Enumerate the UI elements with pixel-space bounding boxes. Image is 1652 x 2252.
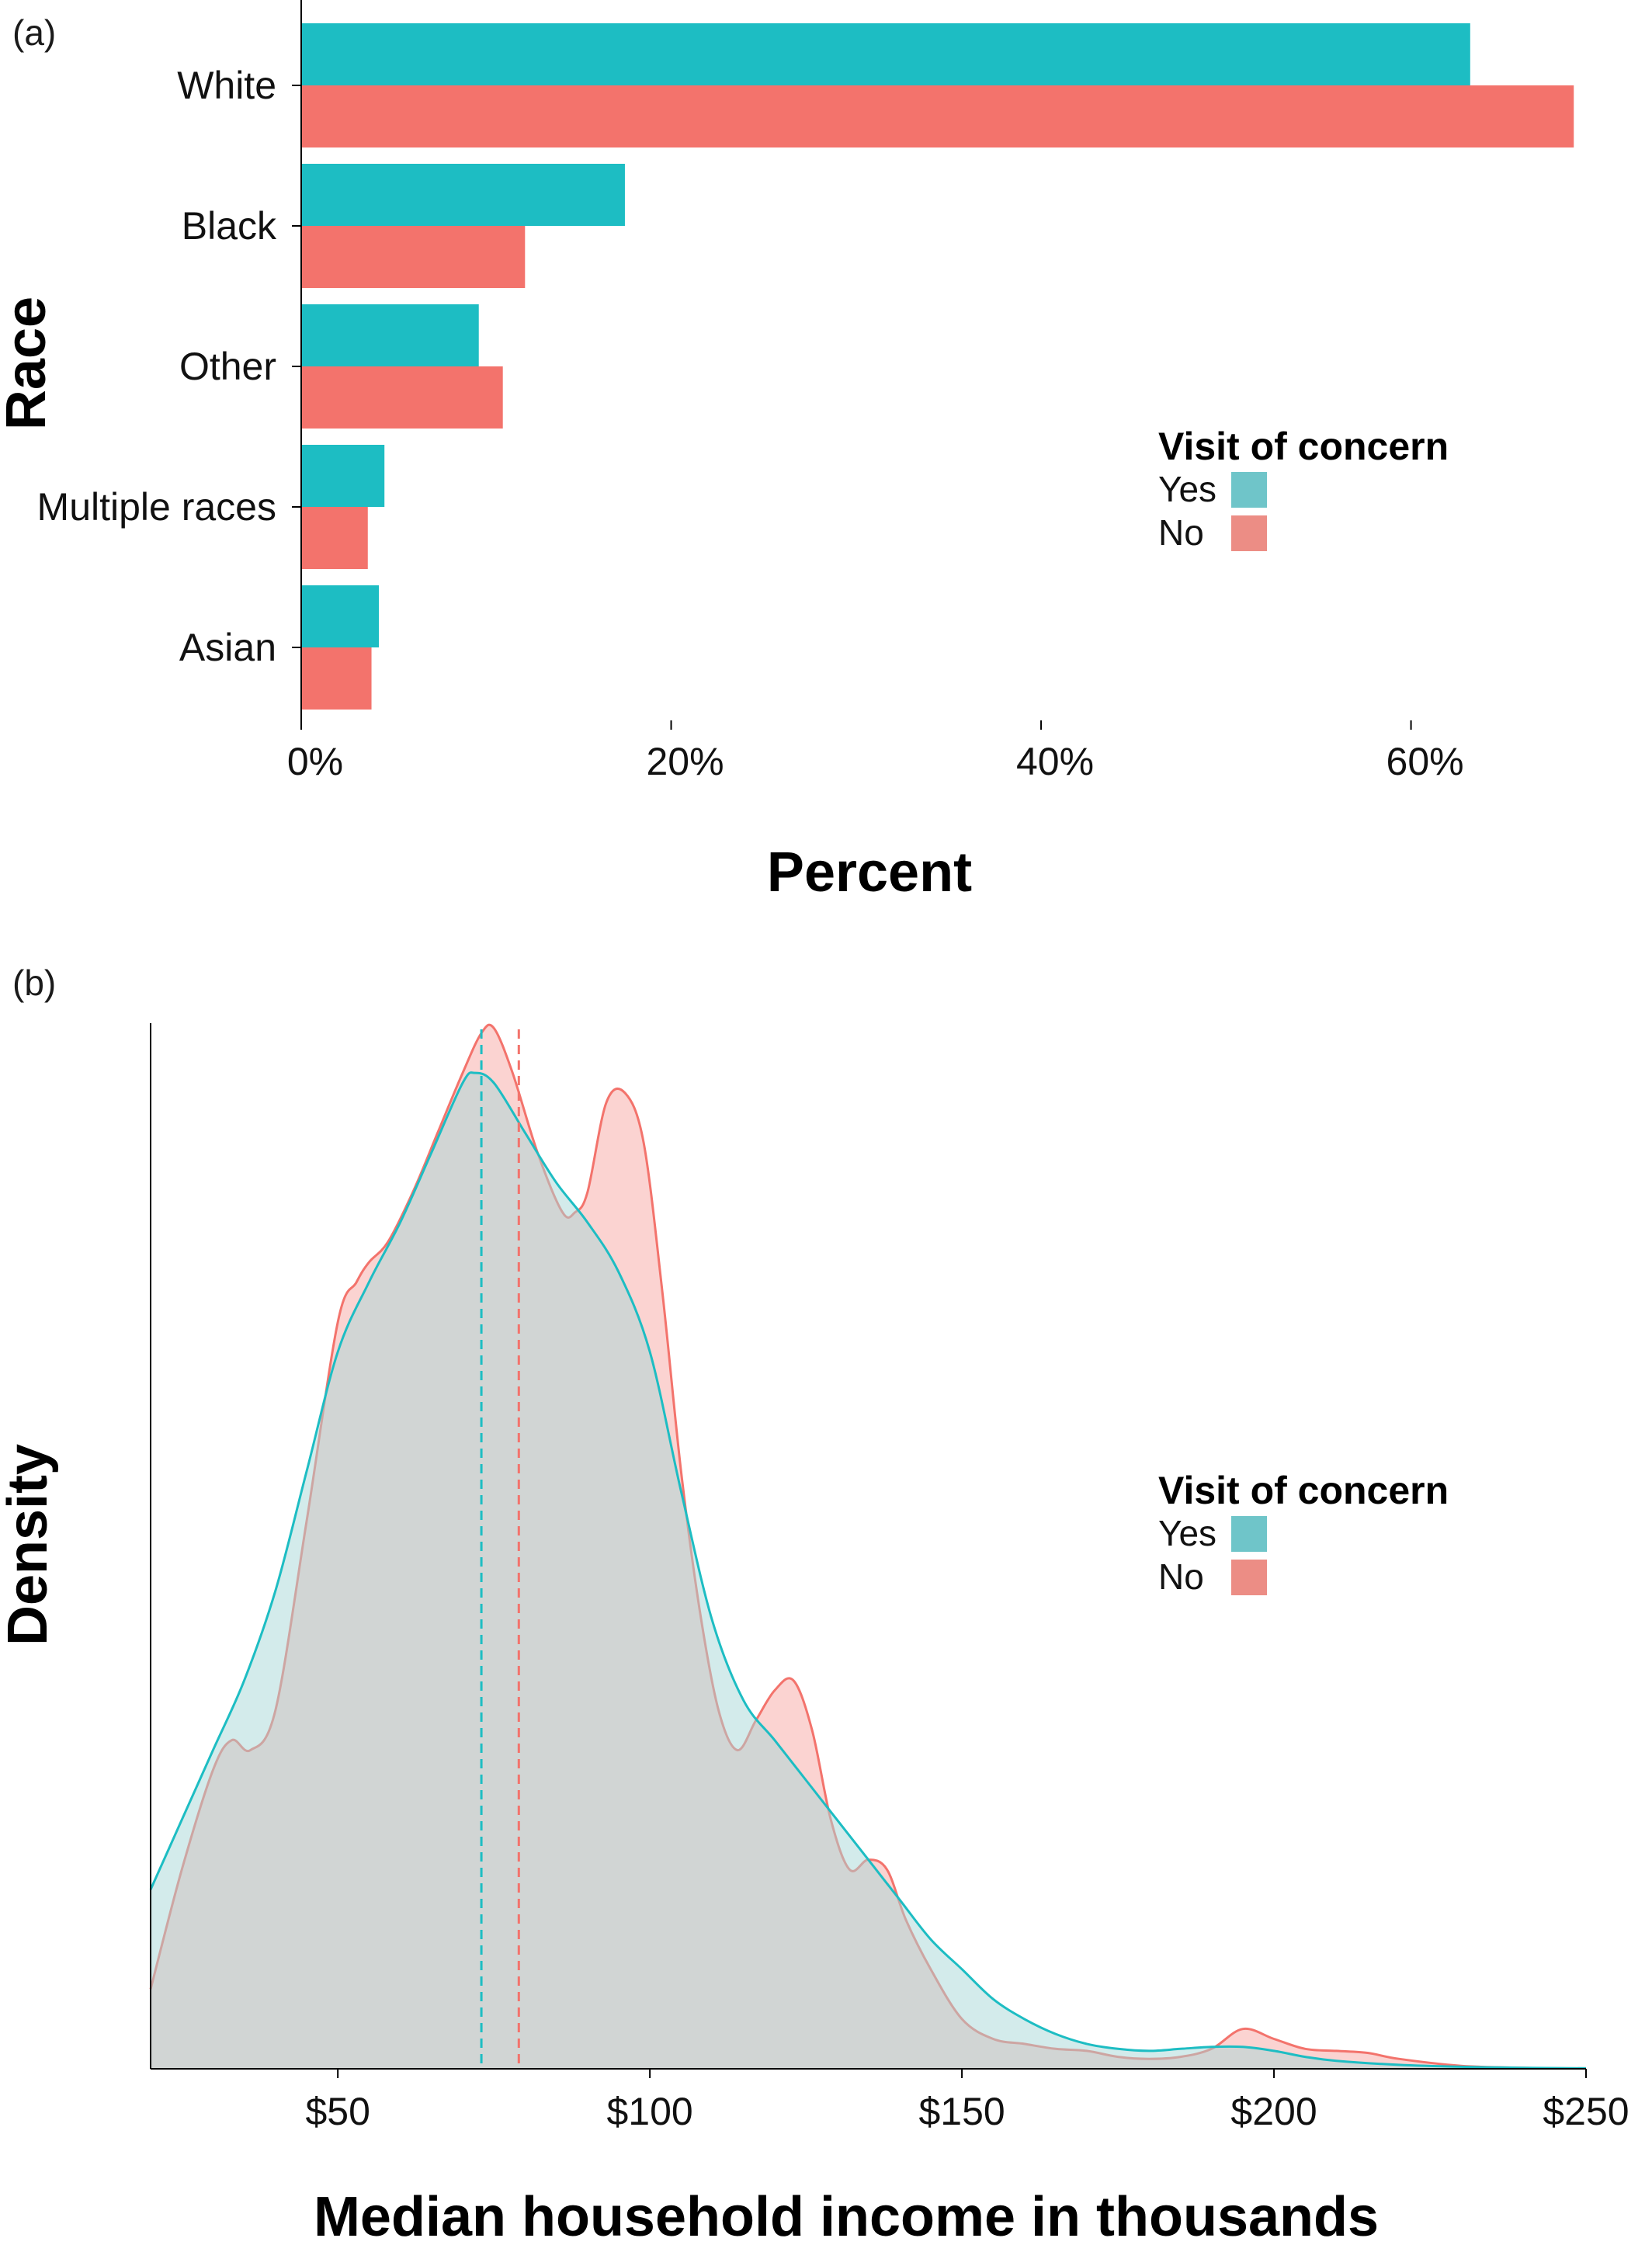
bar-other-no [301,366,503,429]
panel-b: (b) $50 $100 $150 $200 $250 Median household… [0,963,1629,2248]
panel-b-legend-no-swatch [1231,1560,1267,1595]
bar-black-no [301,226,526,288]
panel-b-y-axis-title: Density [0,1444,59,1646]
panel-a: (a) White Black Other Multiple races Asian 0… [0,0,1574,904]
bar-multiple-races-yes [301,445,385,507]
b-x-tick-label-100: $100 [607,2090,693,2133]
panel-a-legend-no-swatch [1231,515,1267,551]
panel-a-x-ticks: 0% 20% 40% 60% [287,720,1464,783]
panel-a-label: (a) [12,12,56,53]
y-tick-label-other: Other [179,345,276,388]
y-tick-label-black: Black [182,204,277,248]
panel-a-legend-yes-swatch [1231,472,1267,508]
panel-b-legend: Visit of concern Yes No [1158,1469,1449,1597]
bar-white-yes [301,23,1470,85]
x-tick-label-20: 20% [646,740,724,783]
bar-white-no [301,85,1574,147]
bar-multiple-races-no [301,507,368,569]
b-x-tick-label-200: $200 [1230,2090,1317,2133]
b-x-tick-label-150: $150 [918,2090,1005,2133]
panel-a-y-ticks: White Black Other Multiple races Asian [37,64,301,669]
bar-other-yes [301,304,479,366]
bar-black-yes [301,164,625,226]
panel-a-legend-no-label: No [1158,512,1204,553]
x-tick-label-40: 40% [1016,740,1094,783]
panel-a-legend: Visit of concern Yes No [1158,425,1449,553]
panel-b-legend-yes-label: Yes [1158,1513,1216,1553]
panel-b-x-ticks: $50 $100 $150 $200 $250 [305,2069,1629,2133]
y-tick-label-multiple-races: Multiple races [37,485,276,529]
panel-a-legend-yes-label: Yes [1158,469,1216,509]
y-tick-label-asian: Asian [179,626,276,669]
panel-b-legend-title: Visit of concern [1158,1469,1449,1512]
x-tick-label-0: 0% [287,740,343,783]
density-line-yes [149,1071,1587,2070]
y-tick-label-white: White [177,64,276,107]
panel-b-density-areas [149,1023,1587,2070]
density-area-yes [151,1072,1586,2069]
bar-asian-no [301,647,372,710]
panel-b-mean-lines [480,1029,520,2069]
x-tick-label-60: 60% [1386,740,1464,783]
b-x-tick-label-250: $250 [1543,2090,1629,2133]
panel-b-legend-no-label: No [1158,1556,1204,1597]
bar-asian-yes [301,585,380,647]
panel-b-label: (b) [12,963,56,1003]
panel-a-x-axis-title: Percent [767,841,972,904]
panel-a-legend-title: Visit of concern [1158,425,1449,468]
panel-a-y-axis-title: Race [0,297,57,430]
panel-b-x-axis-title: Median household income in thousands [314,2186,1379,2248]
panel-a-bars [301,23,1574,710]
panel-b-legend-yes-swatch [1231,1516,1267,1552]
b-x-tick-label-50: $50 [305,2090,370,2133]
